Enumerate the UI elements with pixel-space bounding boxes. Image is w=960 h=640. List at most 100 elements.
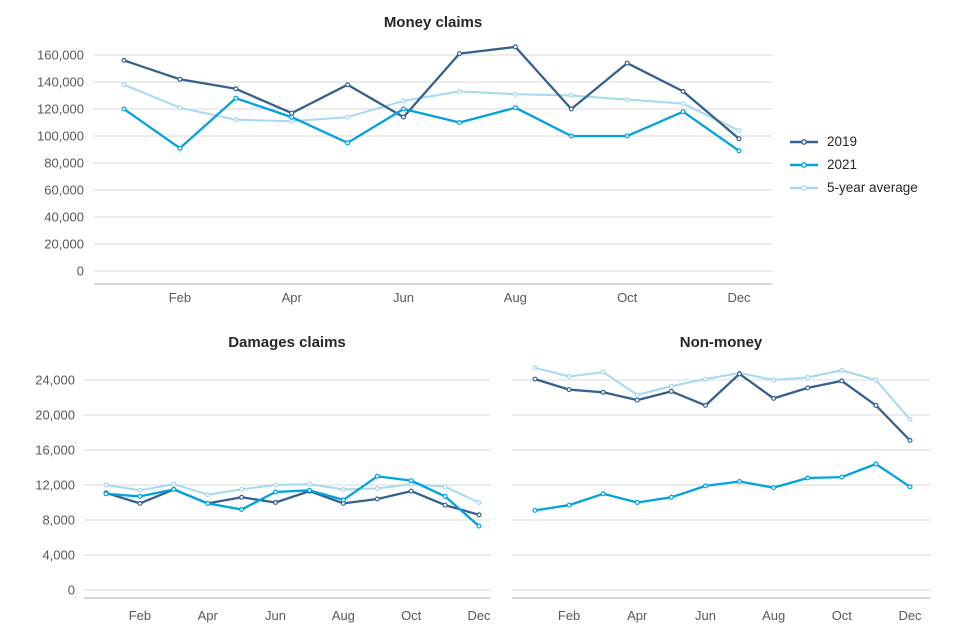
non-money-data-point-marker <box>532 376 538 382</box>
money-claims-x-tick-label: Dec <box>727 290 751 305</box>
non-money-data-point-marker <box>566 374 572 380</box>
non-money-data-point-marker <box>668 383 674 389</box>
money-claims-y-tick-label: 20,000 <box>44 237 84 252</box>
non-money-data-point-marker <box>600 389 606 395</box>
damages-claims-data-point-marker <box>340 497 346 503</box>
damages-claims-data-point-marker <box>239 494 245 500</box>
non-money-title: Non-money <box>679 334 763 351</box>
legend-line-swatch-2019 <box>790 138 818 145</box>
money-claims-data-point-marker <box>680 88 686 94</box>
money-claims-data-point-marker <box>624 97 630 103</box>
money-claims-data-point-marker <box>121 82 127 88</box>
money-claims-x-tick-label: Oct <box>617 290 638 305</box>
money-claims-x-tick-label: Apr <box>282 290 303 305</box>
money-claims-y-tick-label: 80,000 <box>44 156 84 171</box>
legend-line-swatch-5-year-average <box>790 184 818 191</box>
legend-item-2019: 2019 <box>789 130 918 153</box>
money-claims-data-point-marker <box>568 133 574 139</box>
money-claims-y-tick-label: 120,000 <box>37 102 84 117</box>
non-money-x-tick-label: Jun <box>695 608 716 623</box>
damages-claims-series-line-2021 <box>104 475 481 528</box>
money-claims-data-point-marker <box>345 114 351 120</box>
money-claims-data-point-marker <box>680 101 686 107</box>
money-claims-data-point-marker <box>233 117 239 123</box>
non-money-data-point-marker <box>839 474 845 480</box>
non-money-data-point-marker <box>702 402 708 408</box>
money-claims-data-point-marker <box>736 128 742 134</box>
non-money-data-point-marker <box>907 437 913 443</box>
non-money-data-point-marker <box>702 483 708 489</box>
non-money-data-point-marker <box>736 479 742 485</box>
non-money-data-point-marker <box>566 387 572 393</box>
damages-claims-data-point-marker <box>476 523 482 529</box>
damages-claims-series-line-5-year-average <box>105 483 480 504</box>
damages-claims-y-tick-label: 8,000 <box>42 513 75 528</box>
damages-claims-title: Damages claims <box>228 334 346 351</box>
non-money-data-point-marker <box>907 484 913 490</box>
damages-claims-y-tick-label: 0 <box>68 583 75 598</box>
damages-claims-data-point-marker <box>103 491 109 497</box>
money-claims-data-point-marker <box>568 106 574 112</box>
money-claims-data-point-marker <box>289 114 295 120</box>
damages-claims-y-tick-label: 24,000 <box>35 373 75 388</box>
non-money-series-line-5-year-average <box>534 366 911 421</box>
money-claims-data-point-marker <box>233 86 239 92</box>
money-claims-data-point-marker <box>457 51 463 57</box>
legend-line-swatch-2021 <box>790 161 818 168</box>
money-claims-y-tick-label: 60,000 <box>44 183 84 198</box>
money-claims-title: Money claims <box>383 14 483 31</box>
money-claims-data-point-marker <box>401 98 407 104</box>
damages-claims-data-point-marker <box>307 481 313 487</box>
money-claims-series-line-5-year-average <box>123 83 740 132</box>
money-claims-data-point-marker <box>457 88 463 94</box>
damages-claims-data-point-marker <box>205 500 211 506</box>
damages-claims-x-tick-label: Aug <box>332 608 355 623</box>
non-money-data-point-marker <box>600 369 606 375</box>
money-claims-data-point-marker <box>624 60 630 66</box>
damages-claims-y-tick-label: 4,000 <box>42 548 75 563</box>
damages-claims-data-point-marker <box>137 487 143 493</box>
money-claims-data-point-marker <box>680 109 686 115</box>
non-money-data-point-marker <box>805 385 811 391</box>
money-claims-data-point-marker <box>121 106 127 112</box>
non-money-series-line-2019 <box>533 372 912 442</box>
money-claims-data-point-marker <box>121 57 127 63</box>
non-money-x-tick-label: Dec <box>898 608 922 623</box>
money-claims-series-line-2021 <box>122 97 741 152</box>
damages-claims-data-point-marker <box>239 507 245 513</box>
money-claims-data-point-marker <box>289 118 295 124</box>
money-claims-data-point-marker <box>177 76 183 82</box>
money-claims-y-tick-label: 100,000 <box>37 129 84 144</box>
non-money-data-point-marker <box>805 374 811 380</box>
money-claims-data-point-marker <box>177 145 183 151</box>
damages-claims-x-tick-label: Apr <box>198 608 219 623</box>
damages-claims-data-point-marker <box>476 512 482 518</box>
money-claims-data-point-marker <box>624 133 630 139</box>
money-claims-data-point-marker <box>401 114 407 120</box>
damages-claims-data-point-marker <box>307 487 313 493</box>
damages-claims-data-point-marker <box>205 492 211 498</box>
money-claims-y-tick-label: 40,000 <box>44 210 84 225</box>
damages-claims-data-point-marker <box>374 473 380 479</box>
damages-claims-data-point-marker <box>273 500 279 506</box>
money-claims-data-point-marker <box>736 148 742 154</box>
money-claims-data-point-marker <box>568 92 574 98</box>
money-claims-x-tick-label: Jun <box>393 290 414 305</box>
money-claims-data-point-marker <box>512 91 518 97</box>
non-money-data-point-marker <box>634 500 640 506</box>
money-claims-y-tick-label: 160,000 <box>37 48 84 63</box>
non-money-data-point-marker <box>873 461 879 467</box>
non-money-data-point-marker <box>600 491 606 497</box>
legend-item-5-year-average: 5-year average <box>789 176 918 199</box>
damages-claims-data-point-marker <box>408 488 414 494</box>
non-money-data-point-marker <box>532 507 538 513</box>
non-money-data-point-marker <box>702 376 708 382</box>
damages-claims-y-tick-label: 20,000 <box>35 408 75 423</box>
non-money-x-tick-label: Apr <box>627 608 648 623</box>
non-money-data-point-marker <box>668 388 674 394</box>
money-claims-y-tick-label: 140,000 <box>37 75 84 90</box>
money-claims-data-point-marker <box>457 119 463 125</box>
legend-item-2021: 2021 <box>789 153 918 176</box>
